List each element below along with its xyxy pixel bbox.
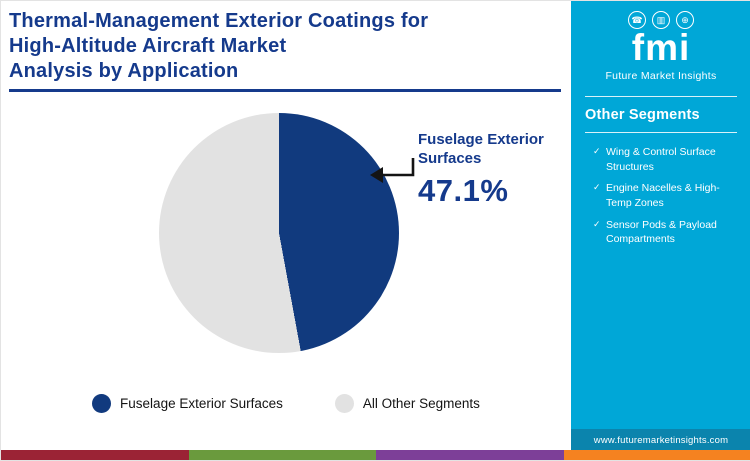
pie-callout: Fuselage Exterior Surfaces 47.1% <box>418 131 568 209</box>
legend-swatch <box>92 394 112 413</box>
chart-icon: ▥ <box>652 11 670 29</box>
sidebar: ☎ ▥ ⊕ fmi Future Market Insights Other S… <box>571 1 750 429</box>
callout-arrow-icon <box>370 158 415 183</box>
other-segments-list: ✓ Wing & Control Surface Structures ✓ En… <box>571 145 750 247</box>
callout-value: 47.1% <box>418 172 509 208</box>
legend-swatch <box>334 394 354 413</box>
logo-text: fmi <box>631 27 691 68</box>
list-item: ✓ Engine Nacelles & High-Temp Zones <box>593 181 741 210</box>
phone-icon: ☎ <box>628 11 646 29</box>
callout-label: Fuselage Exterior Surfaces <box>418 131 544 167</box>
list-item-label: Wing & Control Surface Structures <box>606 145 716 173</box>
list-item: ✓ Sensor Pods & Payload Compartments <box>593 218 741 247</box>
legend-label: Fuselage Exterior Surfaces <box>120 396 283 411</box>
list-item-label: Engine Nacelles & High-Temp Zones <box>606 182 720 209</box>
list-item: ✓ Wing & Control Surface Structures <box>593 145 741 174</box>
other-segments-heading: Other Segments <box>585 106 700 123</box>
legend-label: All Other Segments <box>362 396 480 411</box>
stripe-segment <box>376 450 564 460</box>
title-block: Thermal-Management Exterior Coatings for… <box>9 9 561 93</box>
chart-panel: Thermal-Management Exterior Coatings for… <box>1 1 571 452</box>
legend-item-other: All Other Segments <box>334 394 480 413</box>
legend-item-fuselage: Fuselage Exterior Surfaces <box>92 394 283 413</box>
stripe-segment <box>188 450 376 460</box>
chart-legend: Fuselage Exterior Surfaces All Other Seg… <box>1 394 571 413</box>
logo-icons: ☎ ▥ ⊕ <box>571 11 750 29</box>
sidebar-divider <box>585 95 737 97</box>
check-bullet-icon: ✓ <box>593 218 601 229</box>
website-link[interactable]: www.futuremarketinsights.com <box>571 429 750 452</box>
check-bullet-icon: ✓ <box>593 145 601 156</box>
stripe-segment <box>1 450 189 460</box>
check-bullet-icon: ✓ <box>593 182 601 193</box>
stripe-segment <box>563 450 750 460</box>
fmi-logo: ☎ ▥ ⊕ fmi Future Market Insights <box>571 1 750 82</box>
globe-icon: ⊕ <box>676 11 694 29</box>
pie-chart <box>159 113 399 353</box>
page-title: Thermal-Management Exterior Coatings for… <box>9 10 429 82</box>
logo-subtitle: Future Market Insights <box>605 69 717 82</box>
sidebar-divider <box>585 131 737 133</box>
list-item-label: Sensor Pods & Payload Compartments <box>606 218 717 246</box>
footer-stripe <box>1 450 750 460</box>
